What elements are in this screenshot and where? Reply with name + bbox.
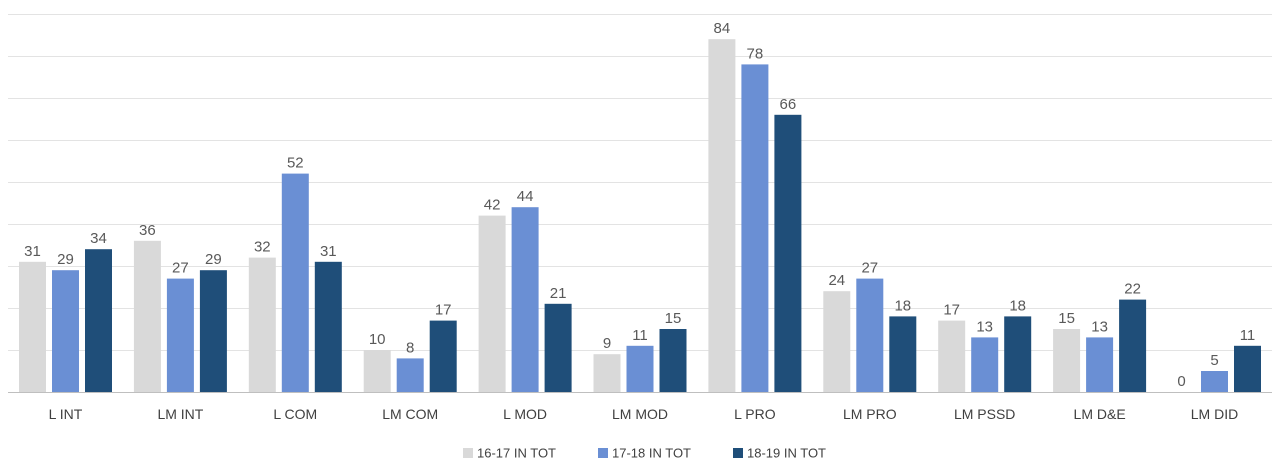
bar (1053, 329, 1081, 392)
bar (166, 278, 194, 392)
data-label: 44 (517, 188, 534, 205)
data-label: 22 (1124, 281, 1141, 298)
data-label: 29 (205, 251, 222, 268)
bar (856, 278, 884, 392)
data-label: 31 (320, 243, 337, 260)
data-label: 11 (1240, 327, 1256, 344)
data-label: 36 (139, 222, 156, 239)
bar (363, 350, 391, 392)
category-label: LM D&E (1074, 406, 1126, 422)
category-label: LM PSSD (954, 406, 1015, 422)
data-label: 18 (1009, 297, 1026, 314)
legend-swatch (733, 448, 743, 458)
data-label: 52 (287, 155, 304, 172)
data-label: 42 (484, 197, 501, 214)
data-label: 13 (1091, 318, 1108, 335)
data-label: 11 (632, 327, 648, 344)
bar (626, 345, 654, 392)
bar (659, 329, 687, 392)
bar (52, 270, 79, 392)
category-axis-labels: L INT LM INT L COM LM COM L MOD LM MOD L PRO LM… (49, 406, 1239, 422)
legend-label: 16-17 IN TOT (477, 446, 556, 461)
bar (85, 249, 112, 392)
data-label: 15 (1058, 310, 1075, 327)
data-label: 9 (603, 335, 611, 352)
data-label: 17 (435, 302, 452, 319)
data-label: 13 (976, 318, 993, 335)
legend-swatch (463, 448, 473, 458)
category-label: L COM (273, 406, 317, 422)
category-label: LM MOD (612, 406, 668, 422)
bar (396, 358, 424, 392)
bar (741, 64, 769, 393)
category-label: LM PRO (843, 406, 897, 422)
legend-label: 18-19 IN TOT (747, 446, 826, 461)
legend-swatch (598, 448, 608, 458)
data-label: 34 (90, 230, 107, 247)
data-label: 15 (665, 310, 682, 327)
data-label: 18 (894, 297, 911, 314)
data-label: 10 (369, 331, 386, 348)
data-label: 21 (550, 285, 567, 302)
data-label: 84 (714, 20, 731, 37)
bar (971, 337, 999, 392)
data-label: 24 (828, 272, 845, 289)
bar (823, 291, 851, 392)
data-label: 8 (406, 339, 414, 356)
bar (593, 354, 621, 392)
bar (1201, 371, 1228, 392)
bar (1004, 316, 1032, 392)
legend: 16-17 IN TOT 17-18 IN TOT 18-19 IN TOT (463, 446, 826, 461)
category-label: LM COM (382, 406, 438, 422)
category-label: L PRO (734, 406, 776, 422)
bar (938, 320, 966, 392)
category-label: L INT (49, 406, 83, 422)
data-label: 27 (861, 260, 878, 277)
bar (1119, 299, 1147, 392)
data-label: 0 (1177, 373, 1185, 390)
bar (1234, 345, 1261, 392)
category-label: LM DID (1191, 406, 1238, 422)
data-label: 29 (57, 251, 74, 268)
bar (429, 320, 457, 392)
data-label: 31 (24, 243, 41, 260)
bar (1086, 337, 1114, 392)
data-label: 27 (172, 260, 189, 277)
category-label: LM INT (157, 406, 203, 422)
bar (708, 39, 736, 392)
bar (133, 240, 161, 392)
bar (889, 316, 917, 392)
bar (281, 173, 309, 392)
data-labels: 31 29 34 36 27 29 32 52 31 10 8 17 42 44 21 9 11 15 84 78 66… (24, 20, 1255, 390)
bar (774, 114, 802, 393)
data-label: 66 (780, 96, 797, 113)
bar (511, 207, 539, 392)
data-label: 78 (747, 45, 764, 62)
bar (248, 257, 276, 392)
data-label: 5 (1210, 352, 1218, 369)
category-label: L MOD (503, 406, 547, 422)
data-label: 17 (943, 302, 960, 319)
legend-label: 17-18 IN TOT (612, 446, 691, 461)
bar (478, 215, 506, 392)
bar-series-group (19, 39, 1261, 393)
bar (314, 261, 342, 392)
data-label: 32 (254, 239, 271, 256)
bar (199, 270, 227, 392)
bar (544, 303, 572, 392)
bar (19, 261, 46, 392)
